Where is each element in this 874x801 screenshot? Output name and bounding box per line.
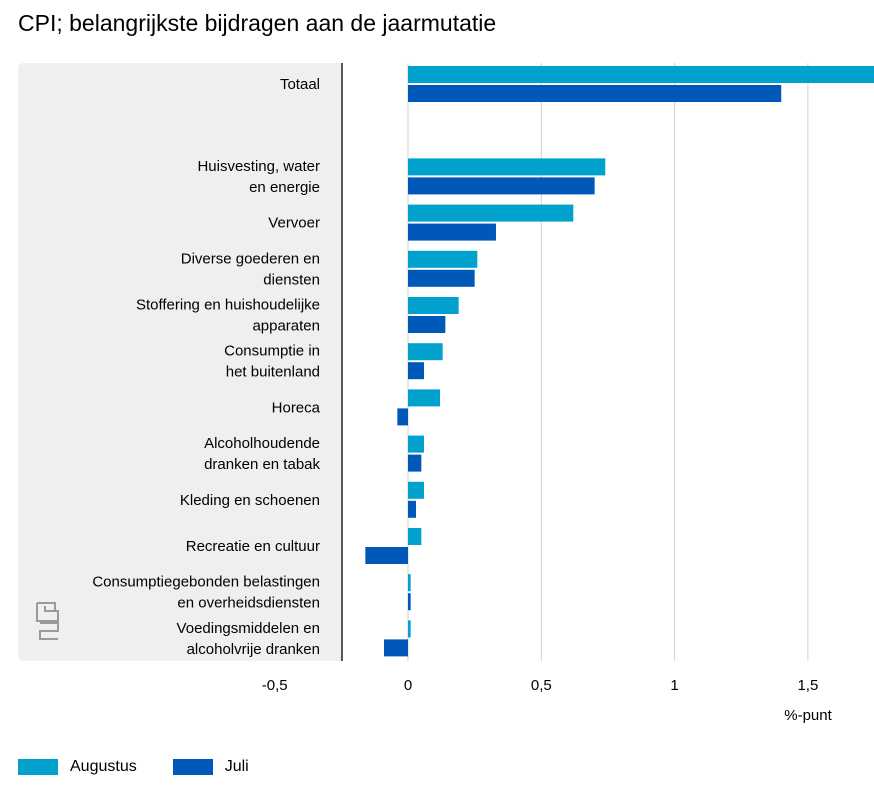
legend-swatch-juli [172, 759, 213, 775]
bar-juli [408, 500, 416, 518]
category-label: Alcoholhoudende [204, 435, 320, 452]
bar-augustus [408, 250, 478, 268]
x-tick-label: 0,5 [531, 677, 552, 694]
category-label: Totaal [280, 76, 320, 93]
bar-juli [408, 269, 475, 287]
logo-stroke [39, 622, 59, 640]
category-label: apparaten [252, 318, 320, 335]
bar-augustus [408, 528, 422, 545]
legend-item-juli[interactable]: Juli [172, 758, 249, 776]
bar-juli [408, 362, 424, 380]
category-label: diensten [263, 271, 320, 288]
bar-augustus [408, 297, 459, 314]
category-label: Horeca [272, 399, 321, 416]
logo-stroke [40, 610, 59, 622]
bar-augustus [408, 158, 606, 176]
category-label: Voedingsmiddelen en [177, 620, 320, 637]
bar-juli [384, 639, 408, 657]
bar-augustus [408, 481, 424, 499]
category-label: Consumptiegebonden belastingen [92, 574, 320, 591]
x-tick-label: -0,5 [262, 677, 288, 694]
category-label: Consumptie in [224, 343, 320, 360]
category-label: Diverse goederen en [181, 250, 320, 267]
bar-juli [408, 593, 411, 611]
category-label: Vervoer [268, 215, 320, 232]
category-label: dranken en tabak [204, 456, 320, 473]
x-tick-label: 1,5 [797, 677, 818, 694]
bar-augustus [408, 343, 443, 361]
category-label: Recreatie en cultuur [186, 538, 320, 555]
category-label: Stoffering en huishoudelijke [136, 297, 320, 314]
bar-juli [397, 408, 408, 426]
category-label: en overheidsdiensten [177, 595, 320, 612]
category-label: alcoholvrije dranken [187, 641, 320, 658]
category-label: Huisvesting, water [197, 158, 320, 175]
category-label: Kleding en schoenen [180, 492, 320, 509]
bar-augustus [408, 204, 574, 222]
bar-juli [408, 316, 446, 333]
bar-juli [408, 85, 782, 102]
x-tick-label: 0 [404, 677, 412, 694]
x-tick-label: 1 [670, 677, 678, 694]
legend-label-augustus: Augustus [70, 758, 137, 775]
legend-label-juli: Juli [224, 758, 249, 775]
x-axis-label: %-punt [784, 707, 832, 724]
cbs-logo-icon [36, 602, 59, 640]
bar-augustus [408, 66, 874, 83]
bar-juli [408, 454, 422, 472]
bar-juli [408, 177, 595, 195]
legend-swatch-augustus [18, 759, 58, 775]
label-panel [18, 63, 342, 661]
legend-item-augustus[interactable]: Augustus [18, 758, 137, 776]
bar-juli [365, 547, 408, 564]
category-label: en energie [249, 179, 320, 196]
bar-augustus [408, 574, 411, 592]
category-label: het buitenland [226, 364, 320, 381]
bar-augustus [408, 389, 440, 407]
legend: Augustus Juli [18, 758, 285, 776]
chart-title: CPI; belangrijkste bijdragen aan de jaar… [18, 10, 497, 36]
bar-juli [408, 223, 496, 241]
bar-augustus [408, 435, 424, 453]
bar-augustus [408, 620, 411, 638]
